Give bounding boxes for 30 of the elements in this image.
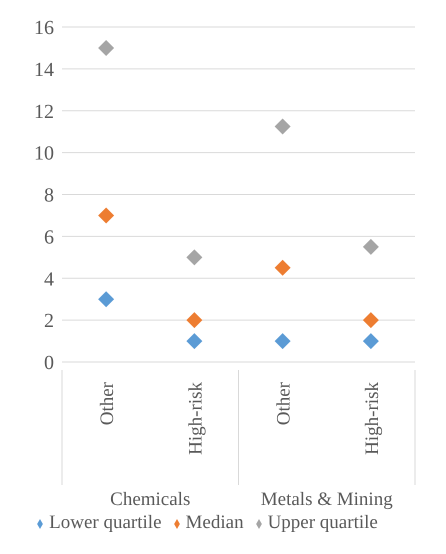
point [98, 207, 114, 224]
text: Chemicals [110, 489, 190, 510]
y-tick-label: 4 [44, 268, 54, 290]
y-tick-label: 2 [44, 310, 54, 332]
y-tick-label: 8 [44, 184, 54, 207]
text: Metals & Mining [260, 489, 394, 510]
legend-label: Lower quartile [49, 512, 162, 533]
legend-label: Median [186, 512, 244, 533]
y-tick-label: 0 [44, 352, 54, 374]
point [98, 40, 114, 56]
point [274, 260, 291, 276]
y-tick-label: 6 [44, 226, 54, 248]
point [362, 333, 379, 350]
point [98, 291, 114, 308]
point [274, 333, 291, 350]
point [186, 312, 202, 328]
point [362, 312, 379, 328]
y-tick-label: 10 [34, 142, 54, 165]
x-tick-label: Other [97, 381, 118, 426]
x-tick-label: High-risk [185, 382, 206, 455]
x-tick-label: Other [274, 381, 295, 426]
y-tick-label: 14 [34, 58, 54, 81]
point [362, 238, 379, 255]
x-tick-label: High-risk [362, 382, 383, 455]
y-tick-label: 16 [34, 17, 54, 40]
point [274, 118, 291, 134]
legend-label: Upper quartile [268, 512, 378, 533]
y-tick-label: 12 [34, 100, 54, 123]
point [186, 333, 202, 350]
point [186, 249, 202, 266]
